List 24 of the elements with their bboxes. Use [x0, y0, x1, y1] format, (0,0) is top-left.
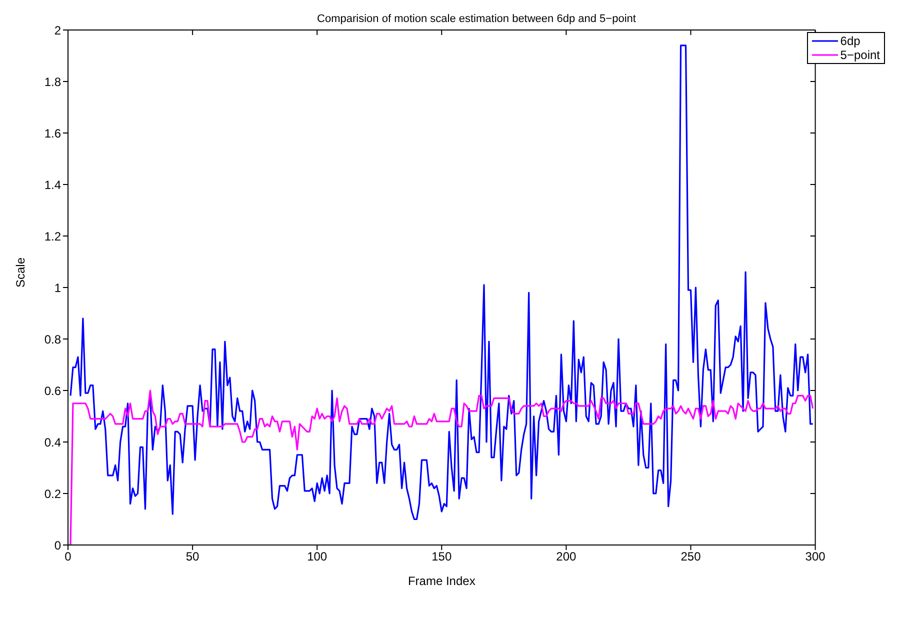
- x-tick-label: 150: [432, 550, 452, 564]
- y-tick-label: 0.6: [44, 384, 62, 398]
- y-tick-label: 1.8: [44, 74, 62, 89]
- x-axis-title: Frame Index: [408, 574, 476, 588]
- line-series: [70, 44, 814, 520]
- y-axis-title: Scale: [13, 257, 28, 288]
- y-tick-label: 1.6: [44, 126, 62, 140]
- x-tick-label: 250: [680, 550, 702, 564]
- legend-label: 5−point: [840, 48, 880, 62]
- y-tick-label: 2: [54, 23, 62, 38]
- y-tick-label: 0.8: [44, 332, 62, 346]
- y-tick-label: 1.2: [44, 229, 62, 244]
- x-tick-label: 50: [186, 550, 200, 564]
- y-tick-label: 0: [54, 538, 62, 552]
- y-tick-label: 1.4: [44, 178, 62, 192]
- x-tick-label: 200: [556, 550, 577, 564]
- y-tick-label: 0.2: [44, 486, 62, 501]
- x-tick-label: 100: [307, 550, 328, 564]
- legend-label: 6dp: [840, 34, 860, 48]
- y-tick-label: 1: [54, 280, 62, 295]
- y-tick-label: 0.4: [44, 435, 62, 450]
- x-tick-label: 300: [805, 550, 826, 564]
- x-tick-label: 0: [64, 550, 72, 564]
- chart-title: Comparision of motion scale estimation between 6dp and 5−point: [317, 13, 636, 25]
